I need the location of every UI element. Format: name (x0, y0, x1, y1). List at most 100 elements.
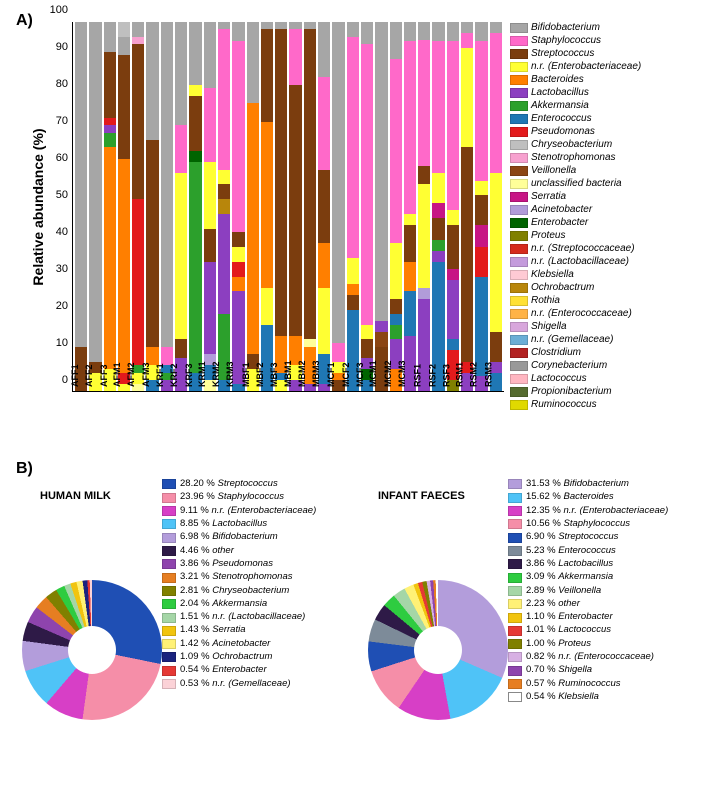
legend-swatch (510, 127, 528, 137)
bar: MCM3 (404, 22, 416, 391)
bar-segment (232, 247, 244, 262)
x-tick-label: AFM2 (126, 363, 136, 388)
x-tick-label: MCM2 (382, 361, 392, 388)
legend-label: 1.43 % Serratia (180, 624, 245, 637)
legend-a: BifidobacteriumStaphylococcusStreptococc… (510, 22, 700, 412)
legend-row: 0.82 % n.r. (Enterococcaceae) (508, 651, 668, 664)
legend-swatch (510, 387, 528, 397)
y-tick: 90 (56, 41, 68, 53)
bar: MBM1 (289, 22, 301, 391)
legend-label: 2.81 % Chryseobacterium (180, 585, 289, 598)
legend-row: 1.51 % n.r. (Lactobacillaceae) (162, 611, 316, 624)
legend-swatch (510, 192, 528, 202)
bar-segment (375, 22, 387, 321)
bar-segment (104, 125, 116, 132)
legend-b-right: 31.53 % Bifidobacterium15.62 % Bacteroid… (508, 478, 668, 704)
bar: AFM3 (146, 22, 158, 391)
legend-label: 3.21 % Stenotrophomonas (180, 571, 293, 584)
bar-segment (189, 96, 201, 151)
bar-segment (347, 284, 359, 295)
bar: RSM3 (490, 22, 502, 391)
panel-a-label: A) (16, 12, 33, 30)
bar-segment (447, 210, 459, 225)
bar-segment (218, 184, 230, 199)
legend-row: Streptococcus (510, 48, 700, 61)
bar-segment (432, 203, 444, 218)
legend-row: 1.01 % Lactococcus (508, 624, 668, 637)
bar-segment (204, 162, 216, 228)
bar-segment (132, 22, 144, 37)
legend-label: Stenotrophomonas (531, 152, 616, 165)
x-tick-label: MBF1 (240, 363, 250, 388)
bar-segment (318, 288, 330, 354)
x-tick-label: MBF2 (255, 363, 265, 388)
bar-segment (475, 195, 487, 225)
bar-segment (461, 147, 473, 361)
bar-segment (375, 321, 387, 332)
bar-segment (390, 314, 402, 325)
panel-b-right: INFANT FAECES 31.53 % Bifidobacterium15.… (358, 460, 704, 770)
legend-row: Ochrobactrum (510, 282, 700, 295)
legend-row: Veillonella (510, 165, 700, 178)
legend-label: 1.10 % Enterobacter (526, 611, 613, 624)
bar-segment (132, 44, 144, 199)
legend-label: 0.70 % Shigella (526, 664, 592, 677)
legend-swatch (510, 205, 528, 215)
x-tick-label: RSM2 (469, 362, 479, 387)
bar-segment (347, 258, 359, 284)
bar-segment (447, 280, 459, 339)
x-tick-label: MCM1 (368, 361, 378, 388)
legend-label: 15.62 % Bacteroides (526, 491, 614, 504)
bar-segment (304, 29, 316, 339)
legend-row: 1.00 % Proteus (508, 638, 668, 651)
legend-row: Serratia (510, 191, 700, 204)
y-tick: 20 (56, 300, 68, 312)
legend-swatch (162, 626, 176, 636)
bar: RSF1 (418, 22, 430, 391)
x-tick-label: RSM3 (483, 362, 493, 387)
legend-label: n.r. (Streptococcaceae) (531, 243, 635, 256)
legend-label: 1.09 % Ochrobactrum (180, 651, 272, 664)
legend-swatch (508, 493, 522, 503)
y-axis-label: Relative abundance (%) (30, 128, 46, 285)
legend-b-left: 28.20 % Streptococcus23.96 % Staphylococ… (162, 478, 316, 691)
legend-swatch (508, 479, 522, 489)
bar: AFF3 (104, 22, 116, 391)
legend-row: 6.98 % Bifidobacterium (162, 531, 316, 544)
y-tick: 50 (56, 189, 68, 201)
legend-swatch (162, 493, 176, 503)
y-tick: 30 (56, 263, 68, 275)
legend-row: n.r. (Lactobacillaceae) (510, 256, 700, 269)
legend-swatch (510, 62, 528, 72)
legend-row: Akkermansia (510, 100, 700, 113)
bar-segment (132, 199, 144, 365)
x-tick-label: AFF1 (70, 365, 80, 388)
legend-label: 28.20 % Streptococcus (180, 478, 278, 491)
legend-label: 3.09 % Akkermansia (526, 571, 613, 584)
legend-label: 0.53 % n.r. (Gemellaceae) (180, 678, 291, 691)
legend-label: Proteus (531, 230, 565, 243)
x-tick-label: MBF3 (269, 363, 279, 388)
legend-row: 2.23 % other (508, 598, 668, 611)
legend-swatch (510, 36, 528, 46)
bar-segment (189, 22, 201, 85)
legend-swatch (508, 666, 522, 676)
legend-row: 28.20 % Streptococcus (162, 478, 316, 491)
bar-segment (447, 41, 459, 211)
bar-segment (118, 37, 130, 55)
bar-segment (175, 173, 187, 339)
bar-segment (390, 22, 402, 59)
y-tick: 0 (62, 374, 68, 386)
bar-segment (232, 262, 244, 277)
bar-segment (175, 339, 187, 357)
bar-segment (118, 22, 130, 37)
bar-segment (432, 22, 444, 40)
bar-segment (347, 295, 359, 310)
bar-segment (104, 52, 116, 118)
legend-label: Bacteroides (531, 74, 584, 87)
legend-row: Lactobacillus (510, 87, 700, 100)
legend-row: 12.35 % n.r. (Enterobacteriaceae) (508, 505, 668, 518)
x-tick-label: RSF3 (441, 364, 451, 387)
legend-swatch (508, 546, 522, 556)
bar-segment (390, 299, 402, 314)
